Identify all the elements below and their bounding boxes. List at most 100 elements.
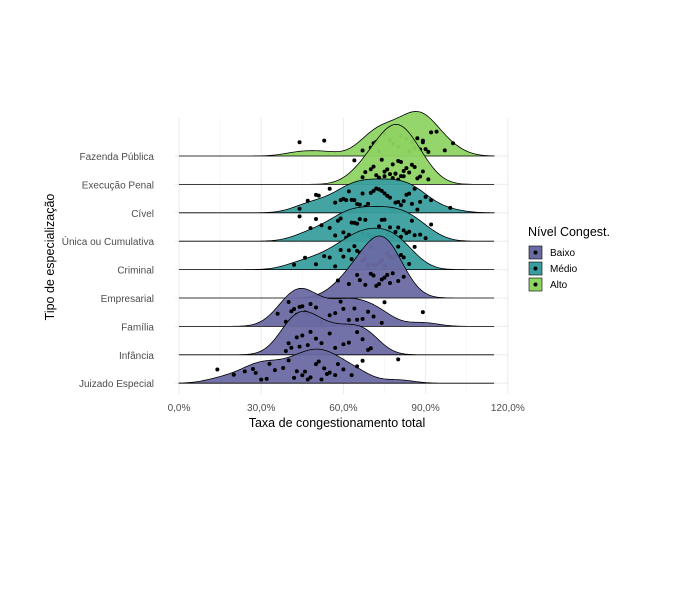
data-point [349,373,354,378]
data-point [401,255,406,260]
density-area [179,310,495,356]
ridge-6 [179,235,495,299]
data-point [253,370,258,375]
data-point [366,201,371,206]
data-point [418,232,423,237]
data-point [352,158,357,163]
legend: Nível Congest. Baixo Médio Alto [528,225,610,292]
data-point [363,282,368,287]
data-point [434,129,439,134]
data-point [360,337,365,342]
data-point [314,362,318,367]
data-point [292,307,297,312]
density-area [179,111,495,157]
data-point [409,162,414,167]
data-point [412,244,417,249]
data-point [308,375,313,380]
data-point [377,282,382,287]
data-point [382,191,387,196]
data-point [333,345,338,350]
ridges [178,111,495,384]
y-tick-label: Criminal [117,266,154,277]
y-tick-label: Cível [131,209,154,220]
data-point [448,205,453,210]
data-point [327,186,332,191]
data-point [371,164,376,169]
data-point [401,174,406,179]
data-point [300,373,305,378]
data-point [360,148,365,153]
data-point [286,300,291,304]
data-point [322,366,327,371]
data-point [393,171,398,176]
data-point [423,236,428,241]
data-point [316,359,321,364]
legend-title: Nível Congest. [528,225,610,239]
data-point [352,244,357,249]
data-point [294,335,299,340]
data-point [420,169,425,174]
data-point [272,368,277,373]
data-point [335,218,340,223]
data-point [418,174,423,179]
data-point [341,306,346,311]
data-point [305,377,310,382]
data-point [338,216,343,221]
data-point [412,186,417,191]
data-point [289,345,294,350]
data-point [429,198,434,203]
data-point [297,344,302,349]
data-point [396,279,401,284]
data-point [355,330,360,335]
data-point [404,166,409,171]
data-point [327,255,332,260]
data-point [368,167,373,172]
data-point [396,357,401,362]
data-point [407,261,412,266]
data-point [333,200,338,205]
data-point [305,198,310,203]
legend-label: Médio [550,264,578,275]
data-point [341,230,346,235]
data-point [401,169,406,174]
data-point [335,362,340,367]
data-point [382,217,387,222]
data-point [398,252,403,257]
data-point [314,305,318,310]
data-point [314,262,318,267]
data-point [366,309,371,314]
data-point [338,299,343,304]
y-tick-label: Execução Penal [82,180,154,191]
data-point [335,278,340,283]
data-point [355,273,360,278]
data-point [387,281,392,286]
data-point [387,195,392,200]
data-point [341,367,346,372]
data-point [292,375,297,380]
data-point [346,189,351,194]
data-point [401,274,406,279]
data-point [346,318,351,323]
data-point [357,278,362,283]
data-point [319,223,324,228]
x-axis-tick-labels: 0,0% 30,0% 60,0% 90,0% 120,0% [168,403,525,414]
x-tick-label: 0,0% [168,403,191,414]
data-point [420,140,425,145]
data-point [300,333,305,338]
data-point [379,188,384,193]
data-point [297,206,302,211]
legend-item: Médio [528,261,578,276]
data-point [308,329,313,334]
data-point [415,136,420,141]
data-point [267,361,272,366]
data-point [426,149,431,154]
data-point [407,170,412,175]
data-point [387,172,392,177]
data-point [346,282,351,287]
data-point [398,203,403,208]
y-tick-label: Infância [119,351,154,362]
data-point [415,207,420,212]
data-point [398,159,403,164]
data-point [327,370,332,375]
data-point [322,254,327,259]
